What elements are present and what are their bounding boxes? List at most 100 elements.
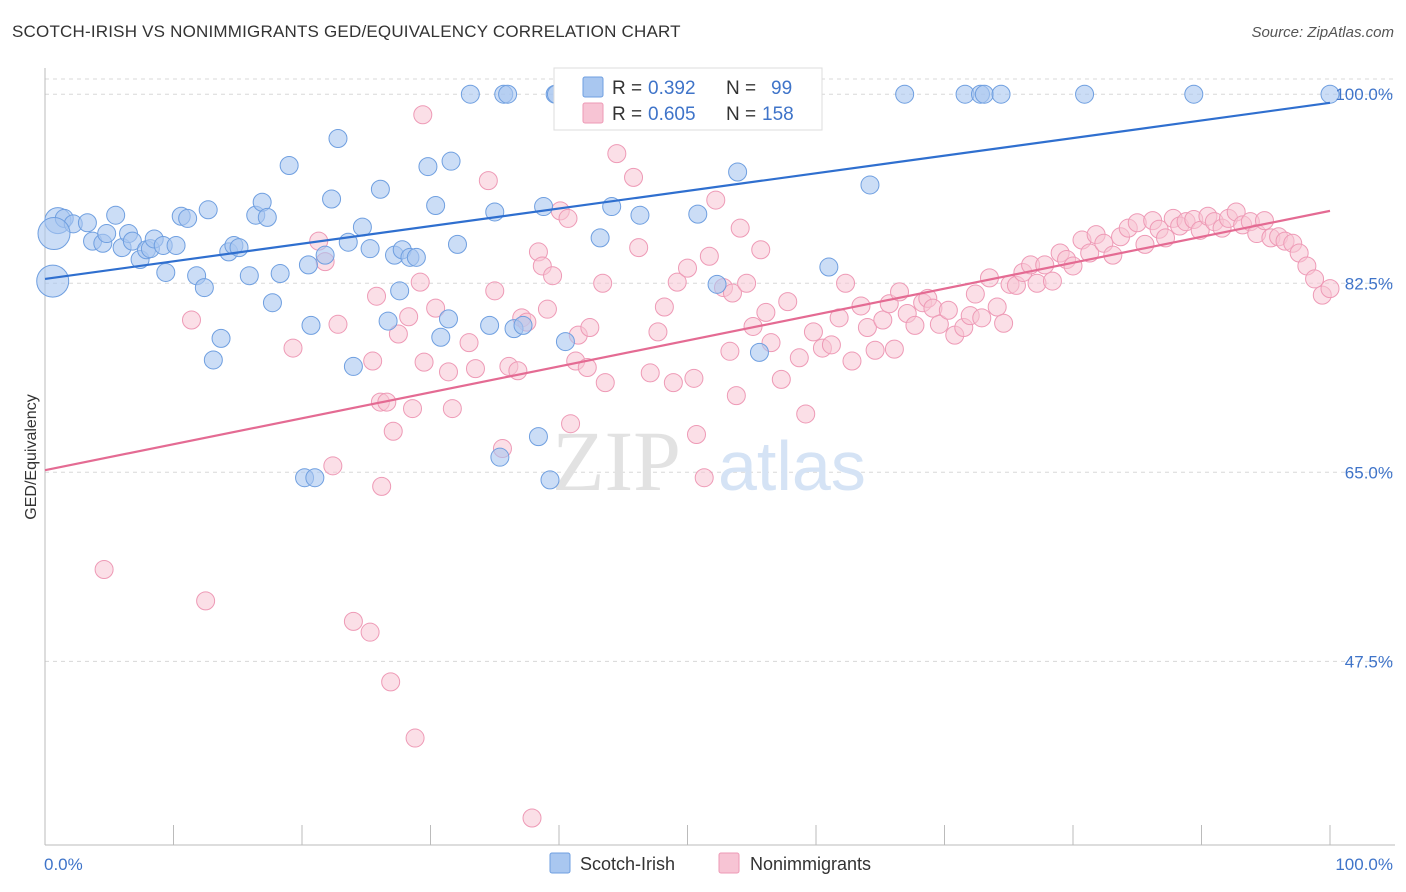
nonimmigrants-point	[383, 421, 403, 441]
nonimmigrants-point	[720, 341, 740, 361]
nonimmigrants-point	[405, 728, 425, 748]
scotch-irish-point	[198, 200, 218, 220]
nonimmigrants-point	[595, 373, 615, 393]
nonimmigrants-point	[640, 363, 660, 383]
nonimmigrants-point	[836, 273, 856, 293]
legend-scotch-irish-label: Scotch-Irish	[580, 854, 675, 874]
nonimmigrants-point	[756, 302, 776, 322]
nonimmigrants-point	[181, 310, 201, 330]
scotch-irish-point	[305, 468, 325, 488]
nonimmigrants-point	[857, 318, 877, 338]
nonimmigrants-point	[410, 272, 430, 292]
scotch-irish-point	[211, 328, 231, 348]
nonimmigrants-point	[367, 286, 387, 306]
nonimmigrants-point	[905, 315, 925, 335]
y-tick-label: 65.0%	[1345, 463, 1393, 482]
scotch-irish-point	[630, 205, 650, 225]
nonimmigrants-point	[1305, 269, 1325, 289]
nonimmigrants-point	[465, 359, 485, 379]
legend-scotch-irish-swatch	[549, 852, 571, 874]
scotch-irish-point	[819, 257, 839, 277]
legend-n-value-2: 158	[762, 104, 794, 125]
nonimmigrants-point	[561, 414, 581, 434]
legend-r-value-1: 0.392	[648, 78, 696, 99]
legend-swatch-blue	[582, 76, 604, 98]
scotch-irish-point	[378, 311, 398, 331]
scotch-irish-point	[540, 470, 560, 490]
nonimmigrants-point	[328, 314, 348, 334]
scotch-irish-point	[178, 208, 198, 228]
nonimmigrants-point	[459, 333, 479, 353]
scotch-irish-point	[406, 247, 426, 267]
scotch-irish-point	[590, 228, 610, 248]
nonimmigrants-point	[694, 468, 714, 488]
trend-lines	[44, 101, 1331, 472]
nonimmigrants-point	[1042, 271, 1062, 291]
scotch-irish-point	[343, 356, 363, 376]
scotch-irish-point	[431, 327, 451, 347]
scotch-irish-point	[490, 447, 510, 467]
nonimmigrants-point	[938, 300, 958, 320]
legend-r-value-2: 0.605	[648, 104, 696, 125]
scotch-irish-point	[688, 204, 708, 224]
scotch-irish-point	[36, 264, 70, 298]
nonimmigrants-point	[667, 272, 687, 292]
nonimmigrants-point	[654, 297, 674, 317]
scotch-irish-point	[555, 332, 575, 352]
scotch-irish-point	[426, 195, 446, 215]
scotch-irish-point	[390, 281, 410, 301]
nonimmigrants-point	[381, 672, 401, 692]
x-tick-label: 100.0%	[1335, 855, 1393, 874]
nonimmigrants-point	[414, 352, 434, 372]
scotch-irish-point	[974, 84, 994, 104]
chart-title: SCOTCH-IRISH VS NONIMMIGRANTS GED/EQUIVA…	[12, 22, 681, 41]
nonimmigrants-point	[965, 284, 985, 304]
nonimmigrants-point	[478, 171, 498, 191]
nonimmigrants-point	[1035, 255, 1055, 275]
scotch-irish-point	[438, 309, 458, 329]
nonimmigrants-point	[1320, 279, 1340, 299]
nonimmigrants-point	[522, 808, 542, 828]
scotch-irish-point	[194, 278, 214, 298]
scotch-irish-point	[1075, 84, 1095, 104]
scotch-irish-point	[418, 157, 438, 177]
watermark-atlas: atlas	[718, 427, 866, 505]
source-label: Source: ZipAtlas.com	[1251, 24, 1394, 41]
scotch-irish-point	[77, 213, 97, 233]
nonimmigrants-point	[413, 105, 433, 125]
scotch-irish-point	[156, 262, 176, 282]
nonimmigrants-point	[972, 308, 992, 328]
nonimmigrants-point	[803, 322, 823, 342]
tick-labels: 100.0% 82.5% 65.0% 47.5% 0.0% 100.0%	[44, 85, 1393, 874]
nonimmigrants-point	[537, 299, 557, 319]
nonimmigrants-point	[686, 424, 706, 444]
nonimmigrants-point	[577, 358, 597, 378]
nonimmigrants-point	[771, 369, 791, 389]
scotch-irish-point	[370, 179, 390, 199]
nonimmigrants-point	[629, 238, 649, 258]
scotch-irish-point	[441, 151, 461, 171]
y-axis-title: GED/Equivalency	[23, 394, 40, 519]
scotch-irish-trend-line	[44, 101, 1331, 281]
scotch-irish-point	[328, 128, 348, 148]
nonimmigrants-point	[648, 322, 668, 342]
scotch-irish-point	[352, 217, 372, 237]
nonimmigrants-point	[442, 399, 462, 419]
nonimmigrants-point	[929, 314, 949, 334]
nonimmigrants-point	[884, 339, 904, 359]
series-legend: Scotch-Irish Nonimmigrants	[549, 852, 871, 874]
scotch-irish-point	[301, 315, 321, 335]
nonimmigrants-point	[426, 298, 446, 318]
nonimmigrants-point	[360, 622, 380, 642]
nonimmigrants-point	[730, 218, 750, 238]
y-tick-label: 100.0%	[1335, 85, 1393, 104]
nonimmigrants-point	[580, 318, 600, 338]
scotch-irish-point	[534, 197, 554, 217]
scotch-irish-point	[262, 293, 282, 313]
nonimmigrants-point	[778, 292, 798, 312]
nonimmigrants-point	[684, 368, 704, 388]
scotch-irish-point	[279, 156, 299, 176]
scotch-irish-point	[460, 84, 480, 104]
nonimmigrants-point	[485, 281, 505, 301]
legend-swatch-pink	[582, 102, 604, 124]
